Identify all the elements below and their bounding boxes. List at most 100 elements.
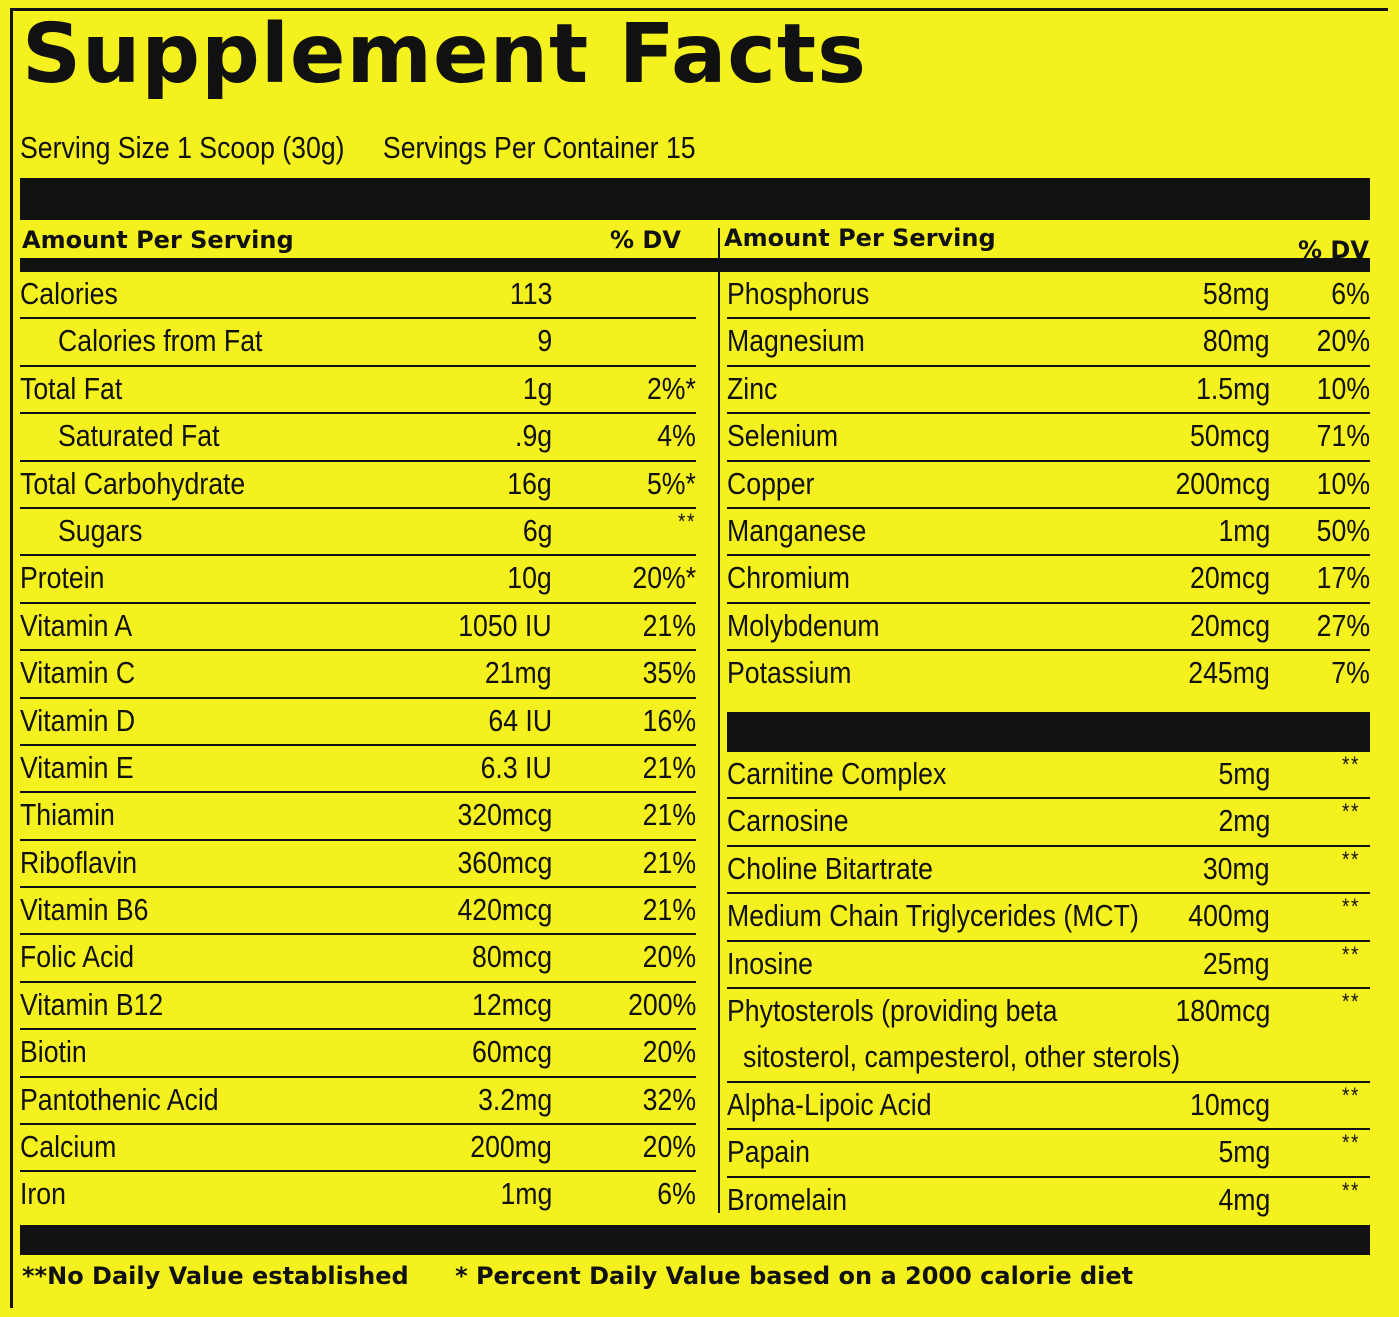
nutrient-row: Copper 200mcg 10% (727, 462, 1370, 509)
serving-size: Serving Size 1 Scoop (30g) (20, 130, 345, 165)
nutrient-daily-value: 21% (642, 749, 696, 785)
nutrient-row: Folic Acid 80mcg 20% (20, 935, 696, 983)
nutrient-daily-value: ** (1341, 1177, 1360, 1203)
nutrient-daily-value: 21% (642, 844, 696, 880)
nutrient-amount: 200mcg (1175, 465, 1270, 501)
nutrient-daily-value: 35% (642, 655, 696, 691)
nutrient-daily-value: 20% (642, 1034, 696, 1070)
nutrient-daily-value: 200% (627, 986, 696, 1022)
nutrient-daily-value: ** (1341, 752, 1360, 777)
header-rule (20, 258, 1370, 272)
nutrient-daily-value: ** (1341, 1082, 1360, 1108)
nutrient-amount: 64 IU (488, 702, 552, 738)
top-thick-bar (20, 178, 1370, 220)
right-nutrient-list-top: Phosphorus 58mg 6% Magnesium 80mg 20% Zinc 1.5m… (727, 272, 1370, 699)
nutrient-row: Carnitine Complex 5mg ** (727, 752, 1370, 800)
nutrient-amount: 25mg (1203, 945, 1270, 981)
nutrient-row: Vitamin D 64 IU 16% (20, 699, 696, 746)
nutrient-row: Pantothenic Acid 3.2mg 32% (20, 1078, 696, 1126)
nutrient-row: Carnosine 2mg ** (727, 799, 1370, 847)
nutrient-amount: 6.3 IU (480, 749, 552, 785)
nutrient-amount: 2mg (1218, 803, 1270, 839)
nutrient-name: Vitamin D (20, 702, 136, 738)
nutrient-name: Vitamin C (20, 655, 136, 691)
nutrient-row: Total Carbohydrate 16g 5%* (20, 462, 696, 509)
nutrient-name: Papain (727, 1134, 811, 1170)
panel-title: Supplement Facts (22, 7, 867, 102)
nutrient-amount: 1g (522, 370, 552, 406)
nutrient-daily-value: 10% (1316, 370, 1370, 406)
nutrient-row: Vitamin C 21mg 35% (20, 651, 696, 699)
nutrient-row: Calories from Fat 9 (20, 319, 696, 367)
nutrient-daily-value: 20%* (632, 560, 696, 596)
nutrient-row: Manganese 1mg 50% (727, 509, 1370, 557)
nutrient-name: Thiamin (20, 797, 115, 833)
nutrient-name: Biotin (20, 1034, 87, 1070)
nutrient-amount: 1050 IU (458, 607, 552, 643)
nutrient-name: Copper (727, 465, 815, 501)
footnote-no-dv: **No Daily Value established (22, 1262, 409, 1290)
nutrient-row: Potassium 245mg 7% (727, 651, 1370, 698)
nutrient-daily-value: 17% (1316, 560, 1370, 596)
nutrient-name: Molybdenum (727, 607, 880, 643)
nutrient-name: Vitamin B12 (20, 986, 164, 1022)
nutrient-daily-value: ** (1341, 941, 1360, 967)
footnote-percent-dv: * Percent Daily Value based on a 2000 ca… (455, 1262, 1134, 1290)
nutrient-name: Zinc (727, 370, 778, 406)
nutrient-name: Carnitine Complex (727, 756, 947, 791)
nutrient-daily-value: 10% (1316, 465, 1370, 501)
nutrient-amount: 5mg (1218, 1134, 1270, 1170)
nutrient-daily-value: ** (1341, 1130, 1360, 1156)
nutrient-daily-value: ** (677, 508, 696, 534)
nutrient-amount: .9g (514, 418, 552, 454)
nutrient-daily-value: 4% (657, 418, 696, 454)
nutrient-daily-value: 20% (642, 939, 696, 975)
nutrient-amount: 5mg (1218, 756, 1270, 791)
nutrient-row: Thiamin 320mcg 21% (20, 793, 696, 841)
nutrient-row: Vitamin E 6.3 IU 21% (20, 746, 696, 794)
nutrient-row: Sugars 6g ** (20, 508, 696, 557)
nutrient-name: Calories from Fat (58, 323, 263, 359)
nutrient-daily-value: 5%* (647, 465, 696, 501)
nutrient-row: Alpha-Lipoic Acid 10mcg ** (727, 1082, 1370, 1131)
nutrient-amount: 80mcg (471, 939, 552, 975)
nutrient-row: Bromelain 4mg ** (727, 1178, 1370, 1225)
left-nutrient-list: Calories 113 Calories from Fat 9 Total Fat 1g… (20, 272, 696, 1220)
column-divider (718, 228, 720, 1213)
nutrient-daily-value: 20% (1316, 323, 1370, 359)
nutrient-row: Total Fat 1g 2%* (20, 367, 696, 415)
nutrient-daily-value: 7% (1331, 655, 1370, 691)
nutrient-amount: 200mg (470, 1129, 552, 1165)
nutrient-daily-value: ** (1341, 799, 1360, 825)
nutrient-amount: 420mcg (457, 892, 552, 928)
nutrient-daily-value: ** (1341, 894, 1360, 920)
nutrient-amount: 30mg (1203, 850, 1270, 886)
nutrient-row: Magnesium 80mg 20% (727, 319, 1370, 367)
nutrient-row: Riboflavin 360mcg 21% (20, 841, 696, 889)
mid-thick-bar (727, 712, 1370, 752)
nutrient-name: Vitamin A (20, 607, 133, 643)
nutrient-amount: 50mcg (1189, 418, 1270, 454)
nutrient-daily-value: 20% (642, 1129, 696, 1165)
nutrient-daily-value: 21% (642, 797, 696, 833)
nutrient-name: Total Fat (20, 370, 123, 406)
nutrient-name: Pantothenic Acid (20, 1081, 219, 1117)
nutrient-name: Calories (20, 276, 118, 311)
left-header-dv: % DV (610, 226, 681, 254)
nutrient-daily-value: 50% (1316, 512, 1370, 548)
nutrient-amount: 6g (522, 512, 552, 548)
nutrient-row: Selenium 50mcg 71% (727, 414, 1370, 462)
nutrient-name: Phosphorus (727, 276, 870, 311)
nutrient-name: Iron (20, 1176, 66, 1212)
nutrient-daily-value: 32% (642, 1081, 696, 1117)
nutrient-amount: 21mg (485, 655, 552, 691)
nutrient-row: Papain 5mg ** (727, 1130, 1370, 1178)
right-nutrient-list-bottom: Carnitine Complex 5mg ** Carnosine 2mg ** Chol… (727, 752, 1370, 1225)
nutrient-amount: 58mg (1203, 276, 1270, 311)
nutrient-row: Biotin 60mcg 20% (20, 1030, 696, 1078)
nutrient-row: Chromium 20mcg 17% (727, 556, 1370, 604)
footnotes: **No Daily Value established * Percent D… (22, 1262, 1171, 1290)
nutrient-name: Chromium (727, 560, 850, 596)
nutrient-name: Alpha-Lipoic Acid (727, 1086, 932, 1122)
nutrient-row: Vitamin A 1050 IU 21% (20, 604, 696, 652)
